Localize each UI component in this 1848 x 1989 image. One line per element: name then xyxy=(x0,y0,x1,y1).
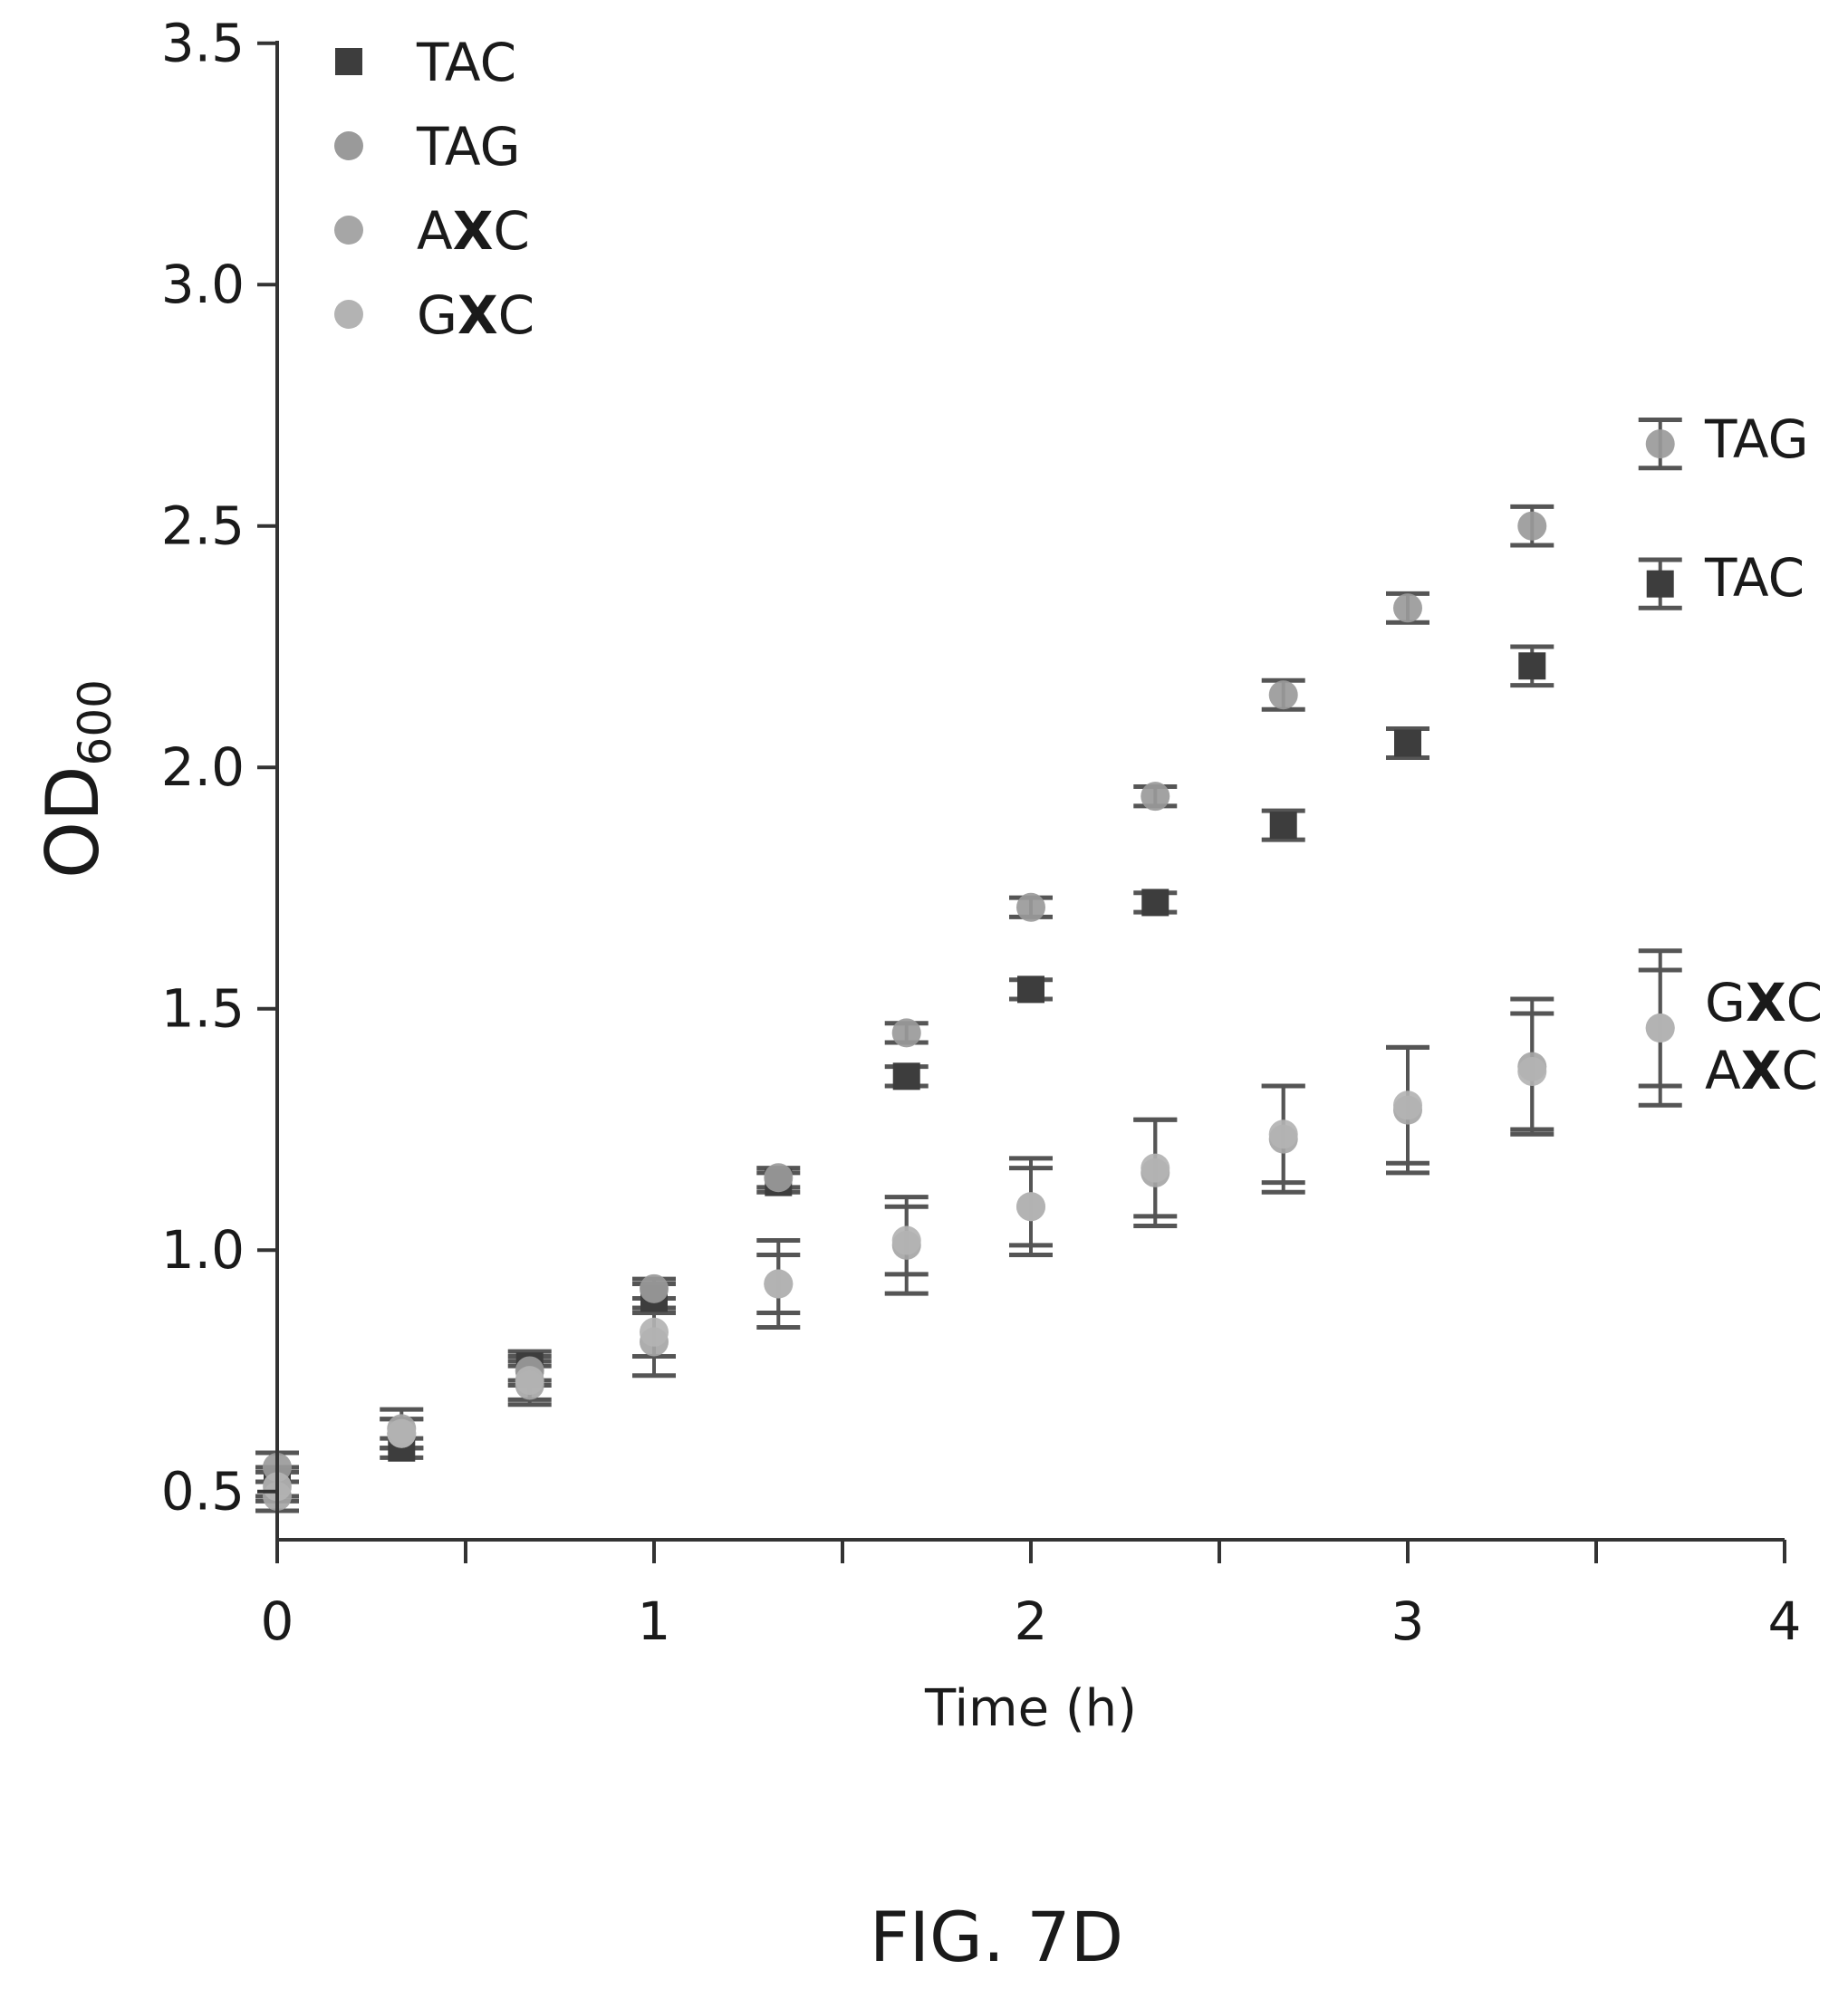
data-point-gxc xyxy=(1268,1119,1298,1149)
legend-label-gxc-part: G xyxy=(417,284,457,346)
data-markers xyxy=(263,429,1675,1512)
data-point-tac xyxy=(1017,975,1044,1004)
svg-text:OD600: OD600 xyxy=(31,679,121,879)
y-tick-label: 2.0 xyxy=(161,736,245,798)
legend-label-gxc-part: C xyxy=(498,284,535,346)
legend-label-axc-part: A xyxy=(417,200,453,262)
legend-label-axc: AXC xyxy=(417,200,530,262)
legend-label-tag: TAG xyxy=(416,116,521,178)
y-axis-title-main: OD xyxy=(31,765,115,879)
data-point-gxc xyxy=(891,1225,921,1255)
data-point-tag xyxy=(1268,680,1298,710)
legend-label-axc-part: C xyxy=(493,200,530,262)
x-tick-label: 4 xyxy=(1768,1590,1802,1652)
x-axis-title: Time (h) xyxy=(924,1679,1137,1738)
end-label-gxc-part: C xyxy=(1786,972,1824,1033)
legend-label-tac-part: TAC xyxy=(416,32,516,93)
legend-marker-axc xyxy=(334,216,363,245)
axes: 0.5 1.0 1.5 2.0 2.5 3.0 3.5 0 1 2 3 4 xyxy=(161,13,1802,1652)
legend-label-tag-part: TAG xyxy=(416,116,521,178)
end-label-tag: TAG xyxy=(1704,408,1809,470)
end-label-tac: TAC xyxy=(1704,547,1805,609)
legend-marker-tac xyxy=(335,48,362,75)
data-point-gxc xyxy=(640,1317,669,1347)
end-label-tac-part: TAC xyxy=(1704,547,1805,609)
data-point-gxc xyxy=(1141,1153,1170,1183)
data-point-gxc xyxy=(764,1269,794,1299)
end-label-gxc-part: G xyxy=(1705,972,1746,1033)
data-point-gxc xyxy=(1645,1014,1675,1043)
end-label-axc-part: C xyxy=(1781,1040,1818,1101)
legend-label-gxc: GXC xyxy=(417,284,534,346)
legend-marker-tag xyxy=(334,131,363,160)
x-tick-label: 3 xyxy=(1391,1590,1425,1652)
x-tick-label: 2 xyxy=(1015,1590,1048,1652)
data-point-tac xyxy=(1394,729,1421,757)
data-point-tac xyxy=(1518,652,1546,680)
data-point-tag xyxy=(891,1018,921,1048)
data-point-tac xyxy=(1646,570,1674,598)
y-ticks: 0.5 1.0 1.5 2.0 2.5 3.0 3.5 xyxy=(161,13,277,1523)
x-tick-label: 0 xyxy=(261,1590,294,1652)
data-point-gxc xyxy=(515,1366,544,1396)
x-tick-label: 1 xyxy=(638,1590,671,1652)
y-tick-label: 3.5 xyxy=(161,13,245,74)
data-point-gxc xyxy=(387,1418,417,1448)
data-point-tac xyxy=(1269,812,1297,840)
data-point-tac xyxy=(892,1062,920,1091)
data-point-tag xyxy=(1517,511,1547,541)
data-point-tag xyxy=(764,1163,794,1193)
plot-area xyxy=(255,417,1682,1513)
data-point-tag xyxy=(640,1273,669,1303)
data-point-gxc xyxy=(1016,1192,1045,1222)
legend-marker-gxc xyxy=(334,300,363,329)
legend-label-gxc-part: X xyxy=(457,284,498,346)
y-axis-title: OD600 xyxy=(31,679,121,879)
end-label-axc-part: X xyxy=(1741,1040,1782,1101)
data-point-gxc xyxy=(1517,1056,1547,1086)
y-tick-label: 1.0 xyxy=(161,1219,245,1281)
data-point-tag xyxy=(1141,782,1170,812)
data-point-tag xyxy=(1645,429,1675,459)
end-label-gxc: GXC xyxy=(1705,972,1823,1033)
end-label-tag-part: TAG xyxy=(1704,408,1809,470)
y-tick-label: 1.5 xyxy=(161,978,245,1040)
y-axis-title-subscript: 600 xyxy=(69,679,121,765)
legend-label-tac: TAC xyxy=(416,32,516,93)
y-tick-label: 0.5 xyxy=(161,1461,245,1523)
error-bars xyxy=(255,417,1682,1513)
y-tick-label: 2.5 xyxy=(161,495,245,557)
figure-caption: FIG. 7D xyxy=(870,1897,1123,1977)
end-label-gxc-part: X xyxy=(1746,972,1786,1033)
y-tick-label: 3.0 xyxy=(161,254,245,315)
end-label-axc: AXC xyxy=(1705,1040,1818,1101)
data-point-gxc xyxy=(1393,1091,1422,1120)
legend-label-axc-part: X xyxy=(453,200,494,262)
end-label-axc-part: A xyxy=(1705,1040,1741,1101)
data-point-tag xyxy=(1016,892,1045,922)
data-point-tag xyxy=(1393,593,1422,623)
data-point-tac xyxy=(1141,889,1169,917)
x-ticks: 0 1 2 3 4 xyxy=(261,1540,1802,1652)
